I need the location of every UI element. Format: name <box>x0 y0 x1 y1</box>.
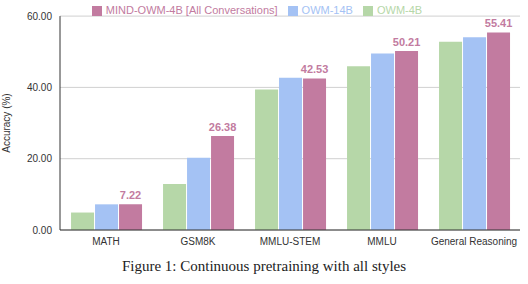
svg-text:50.21: 50.21 <box>393 36 421 48</box>
html-text:MIND-OWM-4B [All Conversations: MIND-OWM-4B [All Conversations] <box>105 4 278 16</box>
svg-text:MATH: MATH <box>92 236 120 247</box>
svg-text:Accuracy (%): Accuracy (%) <box>8 93 12 152</box>
html-text:Figure 1: Continuous pretraini: Figure 1: Continuous pretraining with al… <box>121 258 407 274</box>
svg-text:7.22: 7.22 <box>120 189 141 201</box>
svg-text:55.41: 55.41 <box>485 17 513 29</box>
svg-text:42.53: 42.53 <box>301 63 329 75</box>
svg-text:40.00: 40.00 <box>27 82 52 93</box>
html-text:OWM-4B: OWM-4B <box>376 4 423 16</box>
html-text:OWM-14B: OWM-14B <box>301 4 353 16</box>
svg-text:20.00: 20.00 <box>27 153 52 164</box>
svg-text:60.00: 60.00 <box>27 11 52 22</box>
svg-text:MMLU: MMLU <box>367 236 396 247</box>
svg-text:General Reasoning: General Reasoning <box>431 236 517 247</box>
svg-text:26.38: 26.38 <box>209 121 237 133</box>
svg-text:0.00: 0.00 <box>33 225 53 236</box>
svg-text:GSM8K: GSM8K <box>180 236 215 247</box>
svg-text:MMLU-STEM: MMLU-STEM <box>260 236 321 247</box>
